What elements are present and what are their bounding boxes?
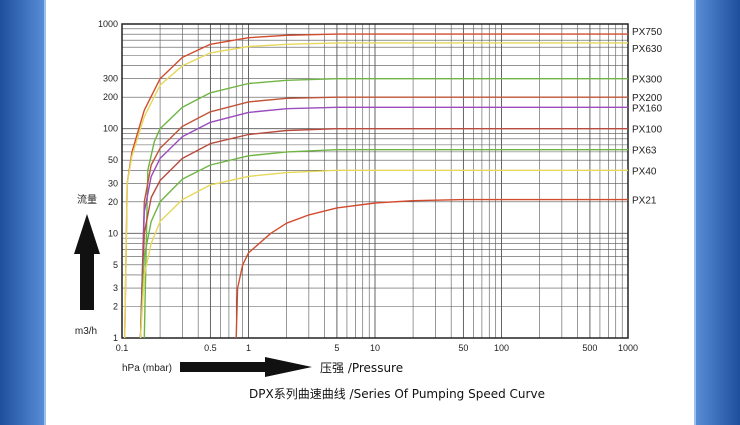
y-tick-label: 300 (103, 74, 118, 84)
series-line-px160 (139, 106, 628, 339)
y-tick-label: 10 (108, 228, 118, 238)
plot-frame (121, 23, 629, 339)
y-tick-label: 1000 (98, 19, 118, 29)
y-tick-label: 200 (103, 92, 118, 102)
series-line-px750 (124, 33, 628, 339)
x-axis-label: hPa (mbar) (122, 363, 172, 374)
y-axis-label: m3/h (75, 326, 97, 337)
series-label-px21: PX21 (632, 196, 657, 207)
y-tick-label: 100 (103, 124, 118, 134)
series-label-px630: PX630 (632, 44, 662, 55)
left-border (0, 0, 46, 425)
right-border (694, 0, 740, 425)
y-tick-label: 1 (113, 333, 118, 343)
y-tick-label: 2 (113, 301, 118, 311)
series-line-px40 (139, 169, 628, 339)
series-group (124, 33, 628, 339)
right-border-highlight (694, 0, 696, 425)
x-axis-caption: 压强 /Pressure (320, 361, 403, 375)
series-line-px200 (139, 96, 628, 339)
x-tick-label: 10 (370, 343, 380, 353)
x-tick-labels: 0.1 0.5 1 5 10 50 100 500 1000 (116, 343, 638, 353)
x-tick-label: 50 (458, 343, 468, 353)
y-axis-label-cn: 流量 (77, 193, 97, 206)
y-tick-label: 5 (113, 260, 118, 270)
left-border-highlight (44, 0, 46, 425)
y-axis-arrow (74, 214, 100, 310)
series-line-px300 (143, 77, 628, 339)
y-tick-label: 3 (113, 283, 118, 293)
x-axis-arrow (180, 357, 312, 377)
x-tick-label: 1000 (618, 343, 638, 353)
y-tick-label: 30 (108, 178, 118, 188)
x-tick-label: 1 (246, 343, 251, 353)
series-label-px300: PX300 (632, 75, 662, 86)
series-label-px750: PX750 (632, 27, 662, 38)
x-tick-label: 5 (334, 343, 339, 353)
series-label-px200: PX200 (632, 93, 662, 104)
x-tick-label: 500 (582, 343, 597, 353)
series-label-px40: PX40 (632, 166, 657, 177)
series-line-px100 (139, 127, 628, 339)
x-tick-label: 100 (494, 343, 509, 353)
series-label-px160: PX160 (632, 103, 662, 114)
y-tick-label: 20 (108, 197, 118, 207)
y-tick-labels: 1 2 3 5 10 20 30 50 100 200 300 1000 (98, 19, 118, 343)
x-tick-label: 0.5 (204, 343, 217, 353)
y-tick-label: 50 (108, 155, 118, 165)
series-line-px630 (124, 42, 628, 339)
series-label-px63: PX63 (632, 146, 657, 157)
series-line-px63 (139, 148, 628, 339)
x-tick-label: 0.1 (116, 343, 129, 353)
series-line-px21 (235, 198, 628, 339)
grid (121, 24, 628, 339)
series-label-px100: PX100 (632, 125, 662, 136)
chart-title: DPX系列曲速曲线 /Series Of Pumping Speed Curve (249, 387, 545, 401)
